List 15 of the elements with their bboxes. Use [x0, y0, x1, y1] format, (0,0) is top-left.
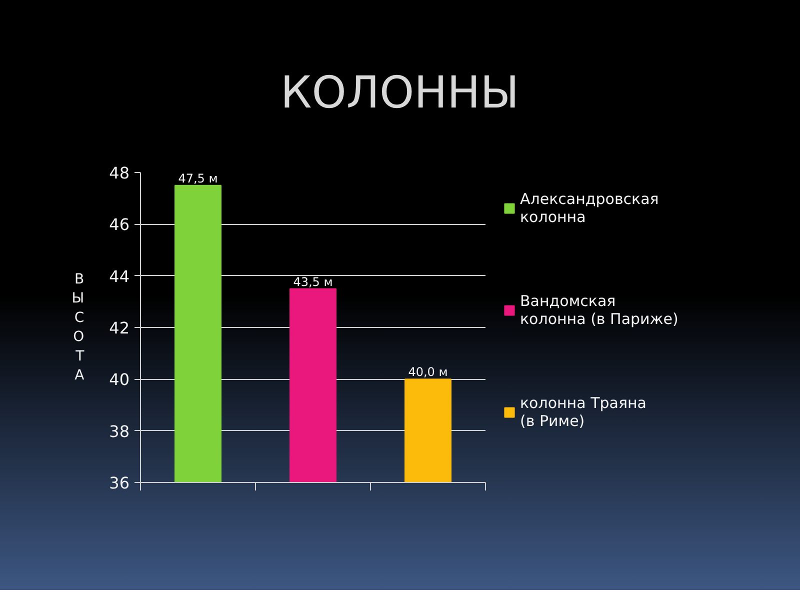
y-tick-label: 46: [109, 215, 130, 234]
y-tick-label: 36: [109, 474, 130, 492]
y-axis-title: ВЫСОТА: [72, 272, 85, 384]
y-tick-label: 48: [109, 164, 130, 182]
data-label: 40,0 м: [408, 365, 448, 380]
data-label: 43,5 м: [293, 274, 333, 289]
legend-label: Александровская колонна: [520, 190, 659, 226]
y-tick-label: 38: [109, 422, 130, 441]
y-tick-label: 42: [109, 318, 130, 338]
y-tick-label: 40: [109, 370, 130, 390]
legend-label: Вандомская колонна (в Париже): [520, 292, 678, 328]
legend-label: колонна Траяна (в Риме): [520, 394, 646, 430]
y-tick-label: 44: [109, 266, 130, 286]
data-label: 47,5 м: [178, 171, 218, 186]
chart-title: КОЛОННЫ: [280, 68, 520, 118]
